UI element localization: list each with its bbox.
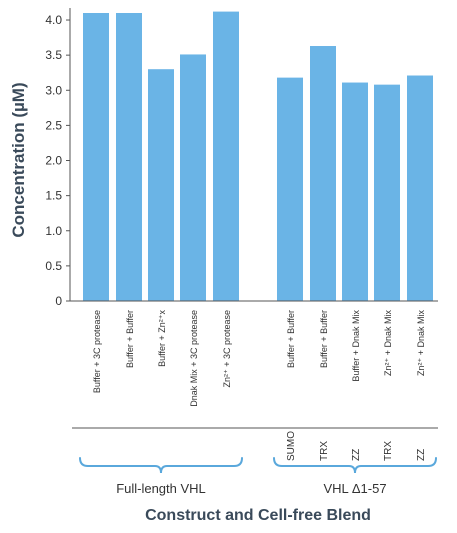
tag-label-6: TRX [319, 441, 330, 461]
y-tick-label-1: 0.5 [45, 259, 62, 273]
x-tick-label-9: Zn²⁺ + Dnak Mix [416, 310, 426, 377]
y-axis-title: Concentration (µM) [9, 82, 28, 237]
y-tick-label-0: 0 [55, 294, 62, 308]
y-axis: 0 0.5 1.0 1.5 2.0 2.5 3.0 3.5 4.0 [45, 8, 71, 308]
x-axis-title: Construct and Cell-free Blend [145, 507, 371, 524]
bar-5 [277, 77, 303, 301]
tag-label-5: SUMO [286, 431, 297, 461]
x-tick-label-5: Buffer + Buffer [286, 310, 296, 368]
y-tick-label-4: 2.0 [45, 154, 62, 168]
bar-3 [180, 54, 206, 301]
x-tick-label-2: Buffer + Zn²⁺x [157, 310, 167, 367]
y-tick-label-2: 1.0 [45, 224, 62, 238]
bar-1 [116, 13, 142, 301]
x-tick-label-1: Buffer + Buffer [125, 310, 135, 368]
tag-label-9: ZZ [416, 449, 427, 461]
bar-9 [407, 75, 433, 301]
tag-label-7: ZZ [351, 449, 362, 461]
group-bracket-1 [273, 457, 437, 474]
x-tick-label-0: Buffer + 3C protease [92, 310, 102, 393]
x-tick-label-7: Buffer + Dnak Mix [351, 310, 361, 382]
x-axis: Buffer + 3C protease Buffer + Buffer Buffe… [70, 300, 438, 429]
bar-0 [83, 13, 109, 301]
group-label-1: VHL Δ1-57 [323, 481, 386, 496]
bar-7 [342, 82, 368, 301]
bar-4 [213, 11, 239, 301]
tag-label-8: TRX [383, 441, 394, 461]
tag-labels: SUMO TRX ZZ TRX ZZ [286, 431, 427, 461]
y-tick-label-5: 2.5 [45, 118, 62, 132]
x-tick-label-6: Buffer + Buffer [319, 310, 329, 368]
bar-2 [148, 69, 174, 301]
x-tick-label-3: Dnak Mix + 3C protease [189, 310, 199, 407]
bar-8 [374, 84, 400, 302]
y-tick-label-6: 3.0 [45, 83, 62, 97]
group-bracket-0 [79, 457, 243, 474]
group-label-0: Full-length VHL [116, 481, 206, 496]
y-tick-label-7: 3.5 [45, 48, 62, 62]
x-tick-label-4: Zn²⁺ + 3C protease [222, 310, 232, 388]
y-tick-label-8: 4.0 [45, 13, 62, 27]
group-brackets: Full-length VHL VHL Δ1-57 [79, 457, 437, 496]
x-tick-label-8: Zn²⁺ + Dnak Mix [383, 310, 393, 377]
bars-layer [83, 11, 433, 302]
bar-6 [310, 46, 336, 301]
y-tick-label-3: 1.5 [45, 189, 62, 203]
